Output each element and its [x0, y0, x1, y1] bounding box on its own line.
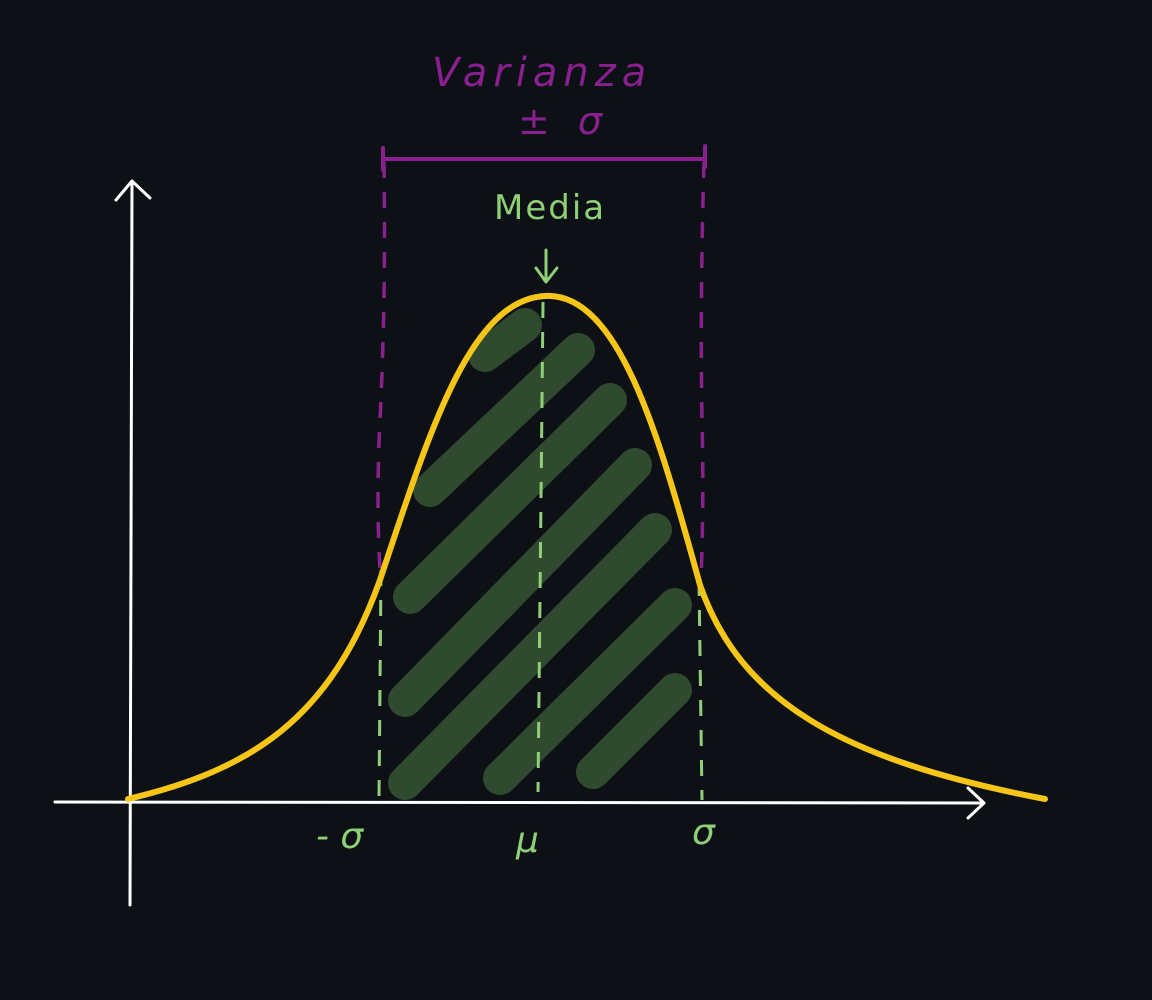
- left-variance-line: [376, 161, 387, 571]
- plus-minus-sigma-label: ± σ: [518, 99, 610, 143]
- bell-curve: [125, 292, 1048, 802]
- x-tick-sigma: σ: [692, 812, 716, 853]
- hatch-stroke: [388, 513, 672, 800]
- hatch-stroke: [413, 333, 595, 507]
- variance-bracket: [381, 144, 707, 172]
- mean-arrow: [534, 248, 559, 284]
- hatch-stroke: [468, 308, 542, 372]
- y-axis-arrowhead: [114, 179, 152, 202]
- variance-title: Varianza: [432, 50, 652, 96]
- mean-line: [536, 301, 545, 793]
- axes: [53, 179, 986, 907]
- variance-boundaries: [376, 161, 706, 581]
- minus-sigma-line: [377, 569, 383, 801]
- x-tick-mu: μ: [515, 820, 539, 861]
- mean-label: Media: [494, 188, 606, 228]
- y-axis: [128, 180, 134, 907]
- right-variance-line: [699, 161, 706, 581]
- mean-arrow-head: [534, 266, 559, 284]
- hatch-stroke: [388, 448, 652, 717]
- hatch-stroke: [393, 383, 627, 614]
- x-axis: [53, 800, 984, 805]
- x-axis-arrowhead: [966, 786, 986, 820]
- x-tick-minus-sigma: - σ: [316, 816, 364, 857]
- sigma-line: [697, 579, 704, 801]
- shaded-area-hatching: [388, 308, 692, 800]
- green-dashed-lines: [377, 301, 704, 801]
- hatch-stroke: [576, 673, 692, 789]
- hatch-stroke: [483, 588, 692, 795]
